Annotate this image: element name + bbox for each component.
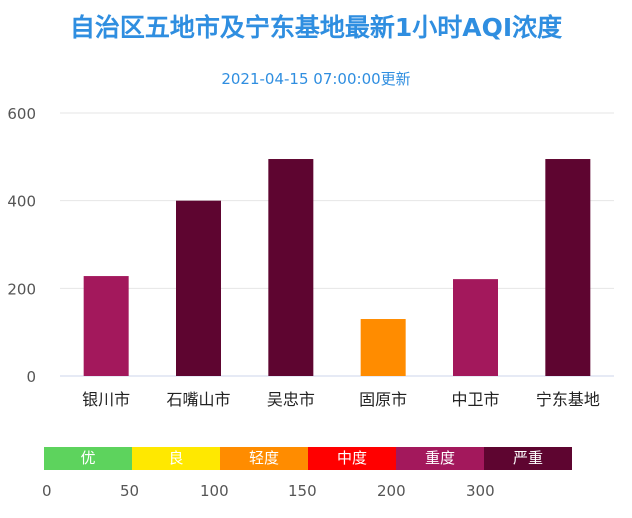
y-tick-label: 0 (26, 368, 36, 386)
legend-level: 良 (132, 447, 220, 470)
aqi-legend: 优 良 轻度 中度 重度 严重 (44, 447, 572, 470)
legend-level: 严重 (484, 447, 572, 470)
legend-level: 优 (44, 447, 132, 470)
legend-threshold: 300 (466, 482, 495, 500)
x-tick-label: 固原市 (359, 390, 407, 409)
legend-threshold: 200 (377, 482, 406, 500)
legend-threshold: 0 (42, 482, 52, 500)
x-tick-label: 宁东基地 (536, 390, 600, 409)
legend-threshold: 150 (288, 482, 317, 500)
legend-threshold: 100 (200, 482, 229, 500)
y-tick-label: 400 (7, 193, 36, 211)
x-tick-label: 吴忠市 (267, 390, 315, 409)
bar-chart: 0 200 400 600 银川市 石嘴山市 吴忠市 固原市 中卫市 宁东基地 (7, 105, 614, 409)
y-tick-label: 200 (7, 280, 36, 298)
bar[interactable] (83, 276, 129, 376)
bar[interactable] (268, 159, 314, 376)
legend-level: 重度 (396, 447, 484, 470)
bar[interactable] (453, 279, 498, 376)
bar[interactable] (176, 200, 221, 376)
legend-threshold: 50 (120, 482, 140, 500)
x-tick-label: 石嘴山市 (166, 390, 230, 409)
y-tick-label: 600 (7, 105, 36, 123)
bar[interactable] (360, 319, 406, 376)
chart-subtitle: 2021-04-15 07:00:00更新 (221, 70, 411, 88)
x-tick-label: 中卫市 (451, 390, 499, 409)
chart-title: 自治区五地市及宁东基地最新1小时AQI浓度 (69, 13, 563, 42)
legend-level: 中度 (308, 447, 396, 470)
bar[interactable] (545, 159, 591, 376)
legend-level: 轻度 (220, 447, 308, 470)
x-tick-label: 银川市 (82, 390, 130, 409)
